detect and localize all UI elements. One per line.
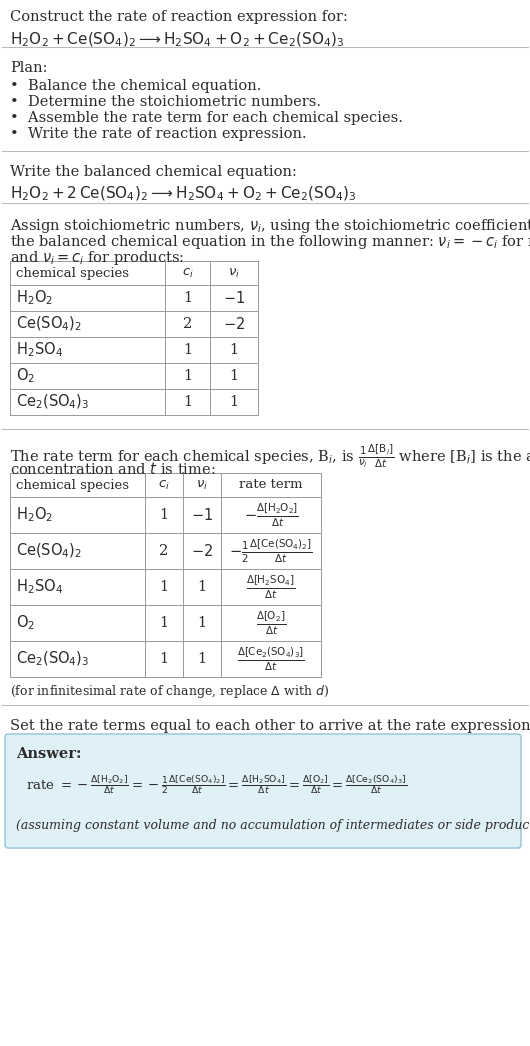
Text: 1: 1 — [160, 508, 169, 522]
Text: Write the balanced chemical equation:: Write the balanced chemical equation: — [10, 165, 297, 179]
Text: 1: 1 — [198, 652, 207, 666]
Text: chemical species: chemical species — [16, 478, 129, 492]
Text: 1: 1 — [160, 652, 169, 666]
Text: rate $= -\frac{\Delta[\mathrm{H_2O_2}]}{\Delta t} = -\frac{1}{2}\frac{\Delta[\ma: rate $= -\frac{\Delta[\mathrm{H_2O_2}]}{… — [26, 773, 407, 796]
Text: $\frac{\Delta[\mathrm{H_2SO_4}]}{\Delta t}$: $\frac{\Delta[\mathrm{H_2SO_4}]}{\Delta … — [246, 573, 296, 600]
Text: 2: 2 — [160, 544, 169, 558]
FancyBboxPatch shape — [5, 734, 521, 848]
Text: $\mathrm{Ce_2(SO_4)_3}$: $\mathrm{Ce_2(SO_4)_3}$ — [16, 393, 90, 411]
Text: rate term: rate term — [239, 478, 303, 492]
Text: The rate term for each chemical species, B$_i$, is $\frac{1}{\nu_i}\frac{\Delta[: The rate term for each chemical species,… — [10, 444, 530, 471]
Text: 2: 2 — [183, 317, 192, 331]
Text: $c_i$: $c_i$ — [158, 478, 170, 492]
Text: $-1$: $-1$ — [191, 507, 213, 523]
Text: chemical species: chemical species — [16, 267, 129, 279]
Text: $\mathrm{H_2O_2}$: $\mathrm{H_2O_2}$ — [16, 505, 53, 524]
Text: 1: 1 — [229, 343, 239, 357]
Text: and $\nu_i = c_i$ for products:: and $\nu_i = c_i$ for products: — [10, 249, 184, 267]
Text: •  Determine the stoichiometric numbers.: • Determine the stoichiometric numbers. — [10, 95, 321, 109]
Text: $-\frac{\Delta[\mathrm{H_2O_2}]}{\Delta t}$: $-\frac{\Delta[\mathrm{H_2O_2}]}{\Delta … — [243, 501, 298, 528]
Text: $\mathrm{Ce(SO_4)_2}$: $\mathrm{Ce(SO_4)_2}$ — [16, 315, 82, 334]
Text: the balanced chemical equation in the following manner: $\nu_i = -c_i$ for react: the balanced chemical equation in the fo… — [10, 233, 530, 251]
Text: 1: 1 — [183, 369, 192, 383]
Text: 1: 1 — [183, 343, 192, 357]
Text: 1: 1 — [198, 616, 207, 630]
Text: $\mathrm{H_2O_2 + Ce(SO_4)_2 \longrightarrow H_2SO_4 + O_2 + Ce_2(SO_4)_3}$: $\mathrm{H_2O_2 + Ce(SO_4)_2 \longrighta… — [10, 31, 344, 49]
Text: •  Balance the chemical equation.: • Balance the chemical equation. — [10, 79, 261, 93]
Text: $-2$: $-2$ — [223, 316, 245, 332]
Text: Assign stoichiometric numbers, $\nu_i$, using the stoichiometric coefficients, $: Assign stoichiometric numbers, $\nu_i$, … — [10, 217, 530, 235]
Text: Answer:: Answer: — [16, 747, 82, 761]
Text: $\frac{\Delta[\mathrm{O_2}]}{\Delta t}$: $\frac{\Delta[\mathrm{O_2}]}{\Delta t}$ — [256, 609, 286, 637]
Text: 1: 1 — [229, 369, 239, 383]
Text: $\mathrm{H_2SO_4}$: $\mathrm{H_2SO_4}$ — [16, 341, 63, 360]
Text: $\mathrm{H_2O_2 + 2\,Ce(SO_4)_2 \longrightarrow H_2SO_4 + O_2 + Ce_2(SO_4)_3}$: $\mathrm{H_2O_2 + 2\,Ce(SO_4)_2 \longrig… — [10, 185, 357, 203]
Text: Construct the rate of reaction expression for:: Construct the rate of reaction expressio… — [10, 10, 348, 24]
Text: $\mathrm{H_2SO_4}$: $\mathrm{H_2SO_4}$ — [16, 577, 63, 596]
Text: •  Assemble the rate term for each chemical species.: • Assemble the rate term for each chemic… — [10, 111, 403, 126]
Text: $\mathrm{Ce_2(SO_4)_3}$: $\mathrm{Ce_2(SO_4)_3}$ — [16, 650, 90, 668]
Text: 1: 1 — [198, 579, 207, 594]
Text: $\mathrm{H_2O_2}$: $\mathrm{H_2O_2}$ — [16, 289, 53, 308]
Text: $-1$: $-1$ — [223, 290, 245, 306]
Text: (assuming constant volume and no accumulation of intermediates or side products): (assuming constant volume and no accumul… — [16, 819, 530, 832]
Text: 1: 1 — [160, 616, 169, 630]
Text: 1: 1 — [183, 395, 192, 409]
Text: 1: 1 — [183, 291, 192, 305]
Text: $\mathrm{O_2}$: $\mathrm{O_2}$ — [16, 614, 35, 633]
Text: 1: 1 — [160, 579, 169, 594]
Text: $-2$: $-2$ — [191, 543, 213, 559]
Text: $\nu_i$: $\nu_i$ — [196, 478, 208, 492]
Text: $-\frac{1}{2}\frac{\Delta[\mathrm{Ce(SO_4)_2}]}{\Delta t}$: $-\frac{1}{2}\frac{\Delta[\mathrm{Ce(SO_… — [229, 538, 313, 565]
Text: $\frac{\Delta[\mathrm{Ce_2(SO_4)_3}]}{\Delta t}$: $\frac{\Delta[\mathrm{Ce_2(SO_4)_3}]}{\D… — [237, 645, 305, 673]
Text: Plan:: Plan: — [10, 61, 48, 75]
Text: (for infinitesimal rate of change, replace $\Delta$ with $d$): (for infinitesimal rate of change, repla… — [10, 683, 329, 700]
Text: $c_i$: $c_i$ — [182, 267, 193, 279]
Text: 1: 1 — [229, 395, 239, 409]
Text: •  Write the rate of reaction expression.: • Write the rate of reaction expression. — [10, 127, 307, 141]
Text: Set the rate terms equal to each other to arrive at the rate expression:: Set the rate terms equal to each other t… — [10, 719, 530, 733]
Text: $\mathrm{O_2}$: $\mathrm{O_2}$ — [16, 367, 35, 385]
Text: $\mathrm{Ce(SO_4)_2}$: $\mathrm{Ce(SO_4)_2}$ — [16, 542, 82, 561]
Text: $\nu_i$: $\nu_i$ — [228, 267, 240, 279]
Text: concentration and $t$ is time:: concentration and $t$ is time: — [10, 461, 216, 477]
